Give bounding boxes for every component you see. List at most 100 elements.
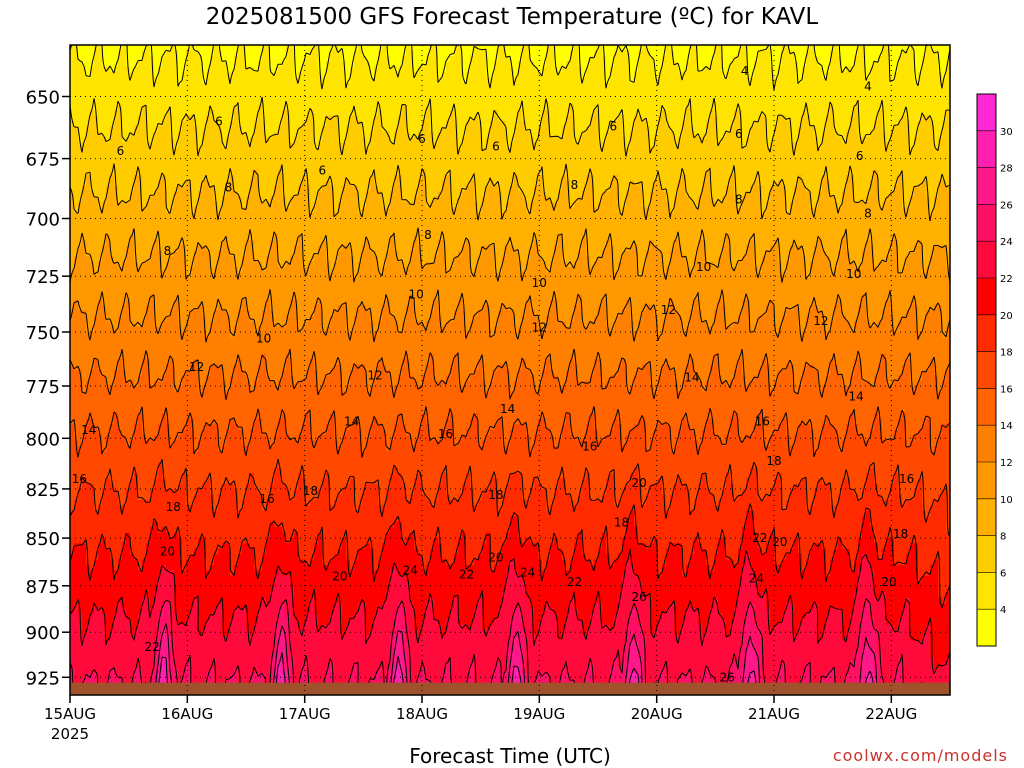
- field-cell: [706, 77, 711, 84]
- field-cell: [566, 72, 571, 79]
- field-cell: [838, 82, 843, 89]
- field-cell: [750, 77, 755, 84]
- field-cell: [590, 45, 595, 52]
- field-cell: [718, 82, 723, 89]
- field-cell: [842, 104, 847, 111]
- field-cell: [726, 104, 731, 111]
- field-cell: [130, 153, 135, 160]
- field-cell: [118, 153, 123, 160]
- field-cell: [378, 77, 383, 84]
- field-cell: [402, 120, 407, 127]
- field-cell: [370, 115, 375, 122]
- field-cell: [646, 147, 651, 154]
- field-cell: [906, 82, 911, 89]
- field-cell: [734, 77, 739, 84]
- field-cell: [746, 61, 751, 68]
- field-cell: [378, 126, 383, 133]
- field-cell: [358, 61, 363, 68]
- field-cell: [426, 131, 431, 138]
- field-cell: [346, 50, 351, 57]
- field-cell: [198, 147, 203, 154]
- field-cell: [614, 147, 619, 154]
- field-cell: [894, 82, 899, 89]
- field-cell: [242, 158, 247, 165]
- field-cell: [398, 99, 403, 106]
- field-cell: [550, 88, 555, 95]
- field-cell: [450, 131, 455, 138]
- field-cell: [846, 131, 851, 138]
- field-cell: [398, 137, 403, 144]
- field-cell: [854, 110, 859, 117]
- field-cell: [822, 55, 827, 62]
- field-cell: [590, 99, 595, 106]
- field-cell: [98, 61, 103, 68]
- field-cell: [666, 88, 671, 95]
- field-cell: [834, 126, 839, 133]
- field-cell: [358, 164, 363, 171]
- field-cell: [938, 45, 943, 52]
- field-cell: [942, 55, 947, 62]
- field-cell: [394, 126, 399, 133]
- field-cell: [302, 104, 307, 111]
- field-cell: [582, 110, 587, 117]
- field-cell: [754, 147, 759, 154]
- field-cell: [406, 99, 411, 106]
- field-cell: [758, 147, 763, 154]
- field-cell: [318, 61, 323, 68]
- field-cell: [446, 88, 451, 95]
- field-cell: [894, 131, 899, 138]
- field-cell: [486, 93, 491, 100]
- field-cell: [122, 93, 127, 100]
- field-cell: [230, 142, 235, 149]
- field-cell: [154, 110, 159, 117]
- field-cell: [290, 104, 295, 111]
- field-cell: [122, 164, 127, 171]
- field-cell: [146, 131, 151, 138]
- field-cell: [422, 137, 427, 144]
- field-cell: [818, 126, 823, 133]
- field-cell: [206, 126, 211, 133]
- field-cell: [510, 164, 515, 171]
- field-cell: [694, 137, 699, 144]
- field-cell: [126, 82, 131, 89]
- field-cell: [406, 104, 411, 111]
- field-cell: [434, 147, 439, 154]
- field-cell: [178, 61, 183, 68]
- field-cell: [810, 131, 815, 138]
- field-cell: [726, 147, 731, 154]
- field-cell: [890, 45, 895, 52]
- field-cell: [154, 158, 159, 165]
- field-cell: [282, 50, 287, 57]
- field-cell: [914, 50, 919, 57]
- field-cell: [142, 142, 147, 149]
- field-cell: [450, 158, 455, 165]
- field-cell: [538, 88, 543, 95]
- field-cell: [774, 61, 779, 68]
- field-cell: [518, 164, 523, 171]
- field-cell: [114, 147, 119, 154]
- field-cell: [654, 153, 659, 160]
- field-cell: [458, 137, 463, 144]
- field-cell: [410, 153, 415, 160]
- field-cell: [546, 66, 551, 73]
- field-cell: [122, 126, 127, 133]
- field-cell: [906, 153, 911, 160]
- field-cell: [794, 158, 799, 165]
- field-cell: [90, 158, 95, 165]
- field-cell: [218, 104, 223, 111]
- field-cell: [374, 55, 379, 62]
- field-cell: [546, 158, 551, 165]
- field-cell: [226, 77, 231, 84]
- field-cell: [202, 153, 207, 160]
- field-cell: [266, 153, 271, 160]
- field-cell: [378, 66, 383, 73]
- field-cell: [274, 137, 279, 144]
- field-cell: [226, 158, 231, 165]
- field-cell: [214, 82, 219, 89]
- field-cell: [518, 153, 523, 160]
- field-cell: [934, 147, 939, 154]
- field-cell: [298, 126, 303, 133]
- field-cell: [786, 131, 791, 138]
- field-cell: [138, 126, 143, 133]
- field-cell: [642, 82, 647, 89]
